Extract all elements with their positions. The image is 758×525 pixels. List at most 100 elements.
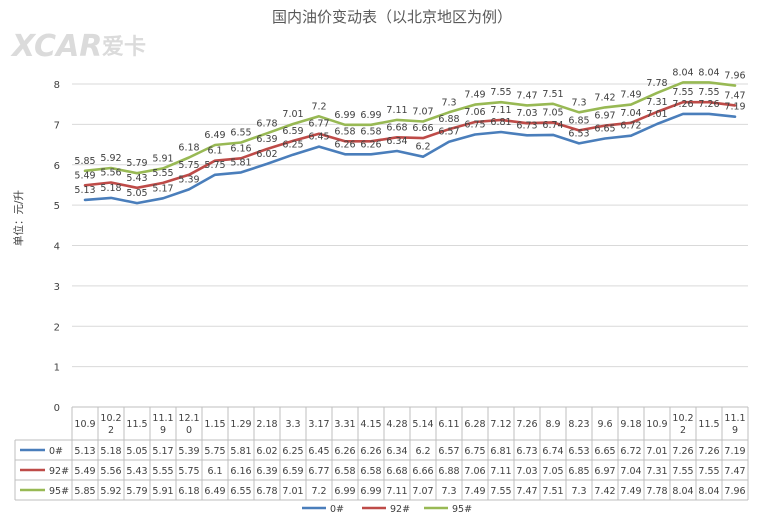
data-label: 6.2	[415, 142, 430, 153]
table-cell: 6.53	[568, 446, 589, 457]
svg-text:XCAR: XCAR	[10, 29, 102, 64]
data-label: 6.18	[178, 142, 199, 153]
table-cell: 6.34	[386, 446, 407, 457]
series-line-92	[83, 100, 737, 190]
table-cell: 7.26	[672, 446, 693, 457]
data-label: 6.99	[334, 110, 355, 121]
x-tick-label: 3.17	[308, 419, 329, 430]
table-cell: 5.17	[152, 446, 173, 457]
x-tick-label: 4.28	[386, 419, 407, 430]
data-label: 7.3	[571, 97, 586, 108]
data-label: 5.75	[204, 160, 225, 171]
data-label: 6.81	[490, 117, 511, 128]
x-tick-label: 8.9	[545, 419, 560, 430]
x-tick-label: 2.18	[256, 419, 277, 430]
table-cell: 6.45	[308, 446, 329, 457]
data-label: 6.75	[464, 119, 485, 130]
data-label: 6.88	[438, 114, 459, 125]
table-cell: 7.05	[542, 466, 563, 477]
table-cell: 7.3	[441, 486, 456, 497]
y-tick-label: 7	[54, 120, 60, 131]
table-cell: 5.85	[74, 486, 95, 497]
data-label: 7.51	[542, 89, 563, 100]
table-cell: 7.2	[311, 486, 326, 497]
data-label: 7.26	[672, 99, 693, 110]
table-cell: 5.75	[204, 446, 225, 457]
table-cell: 6.73	[516, 446, 537, 457]
data-label: 5.92	[100, 153, 121, 164]
table-cell: 7.55	[698, 466, 719, 477]
data-label: 5.85	[74, 156, 95, 167]
data-label: 7.05	[542, 107, 563, 118]
data-label: 6.68	[386, 122, 407, 133]
table-series-name: 0#	[49, 446, 63, 457]
x-tick-label: 1.15	[204, 419, 225, 430]
data-label: 6.58	[360, 126, 381, 137]
data-label: 7.26	[698, 99, 719, 110]
data-label: 6.66	[412, 123, 433, 134]
table-cell: 7.3	[571, 486, 586, 497]
table-cell: 5.75	[178, 466, 199, 477]
chart-title: 国内油价变动表（以北京地区为例）	[272, 8, 512, 26]
data-label: 7.47	[724, 90, 745, 101]
data-label: 6.02	[256, 149, 277, 160]
data-label: 6.99	[360, 110, 381, 121]
data-label: 7.31	[646, 97, 667, 108]
data-label: 7.42	[594, 92, 615, 103]
table-cell: 5.39	[178, 446, 199, 457]
y-axis-label: 单位：元/升	[12, 190, 25, 246]
x-tick-label: 11.1	[152, 413, 173, 424]
x-tick-label: 6.11	[438, 419, 459, 430]
table-cell: 7.42	[594, 486, 615, 497]
y-tick-label: 2	[54, 322, 60, 333]
y-tick-label: 0	[54, 403, 60, 414]
x-tick-label: 4.15	[360, 419, 381, 430]
table-cell: 7.03	[516, 466, 537, 477]
data-label: 6.49	[204, 130, 225, 141]
data-label: 7.55	[698, 87, 719, 98]
table-cell: 5.91	[152, 486, 173, 497]
table-cell: 7.78	[646, 486, 667, 497]
x-tick-label: 3.31	[334, 419, 355, 430]
table-cell: 5.05	[126, 446, 147, 457]
x-tick-label: 2	[680, 425, 686, 436]
data-label: 7.55	[490, 87, 511, 98]
table-cell: 5.92	[100, 486, 121, 497]
data-label: 6.72	[620, 121, 641, 132]
data-label: 7.11	[490, 105, 511, 116]
table-cell: 6.25	[282, 446, 303, 457]
table-cell: 7.07	[412, 486, 433, 497]
data-label: 7.06	[464, 107, 485, 118]
table-cell: 7.11	[490, 466, 511, 477]
table-cell: 6.77	[308, 466, 329, 477]
table-cell: 6.85	[568, 466, 589, 477]
data-label: 6.26	[360, 139, 381, 150]
data-label: 7.47	[516, 90, 537, 101]
data-label: 6.55	[230, 128, 251, 139]
x-tick-label: 10.2	[100, 413, 121, 424]
data-label: 6.65	[594, 124, 615, 135]
data-label: 5.05	[126, 188, 147, 199]
table-cell: 6.39	[256, 466, 277, 477]
table-cell: 6.57	[438, 446, 459, 457]
table-cell: 6.74	[542, 446, 563, 457]
svg-text:爱卡: 爱卡	[102, 35, 146, 60]
table-cell: 6.16	[230, 466, 251, 477]
table-cell: 6.58	[360, 466, 381, 477]
data-label: 5.75	[178, 160, 199, 171]
data-label: 5.43	[126, 173, 147, 184]
data-label: 6.1	[207, 146, 222, 157]
x-tick-label: 10.9	[74, 419, 95, 430]
data-label: 6.77	[308, 119, 329, 130]
x-tick-label: 11.5	[698, 419, 719, 430]
data-label: 5.55	[152, 168, 173, 179]
data-label: 6.45	[308, 132, 329, 143]
table-cell: 7.47	[516, 486, 537, 497]
table-cell: 6.78	[256, 486, 277, 497]
data-label: 7.2	[311, 101, 326, 112]
data-label: 5.79	[126, 158, 147, 169]
table-cell: 7.19	[724, 446, 745, 457]
legend-label: 0#	[330, 504, 344, 515]
x-tick-label: 6.28	[464, 419, 485, 430]
x-tick-label: 10.2	[672, 413, 693, 424]
